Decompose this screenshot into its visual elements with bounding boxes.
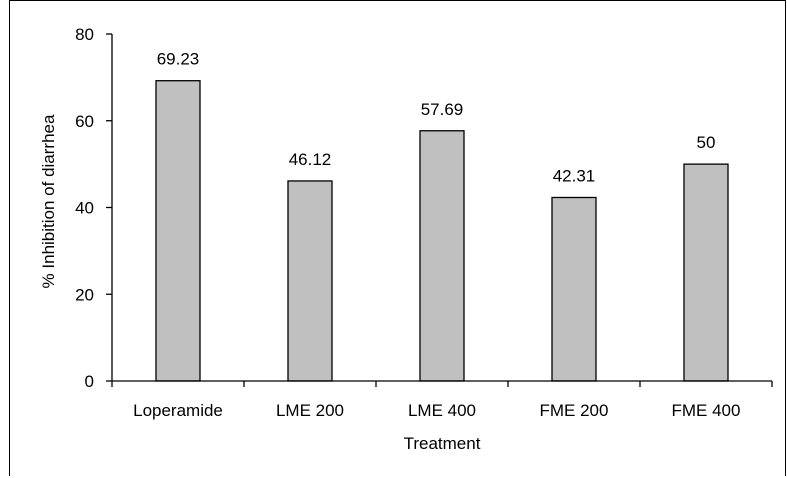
bar [419, 130, 465, 382]
bars [155, 80, 729, 382]
data-label: 46.12 [289, 150, 332, 169]
chart-frame [9, 0, 786, 476]
x-axis-title: Treatment [404, 434, 481, 453]
y-tick-label: 40 [75, 199, 94, 218]
y-axis-ticks: 0 20 40 60 80 [75, 25, 112, 391]
bar [155, 80, 201, 382]
x-tick-label: FME 200 [540, 401, 609, 420]
bar [683, 163, 729, 382]
x-tick-label: Loperamide [133, 401, 223, 420]
x-tick-label: LME 400 [408, 401, 476, 420]
y-tick-label: 20 [75, 285, 94, 304]
y-tick-label: 60 [75, 112, 94, 131]
data-label: 69.23 [157, 50, 200, 69]
x-tick-label: FME 400 [672, 401, 741, 420]
y-tick-label: 0 [85, 372, 94, 391]
y-tick-label: 80 [75, 25, 94, 44]
x-tick-label: LME 200 [276, 401, 344, 420]
data-label: 57.69 [421, 100, 464, 119]
bar [287, 180, 333, 382]
data-labels: 69.23 46.12 57.69 42.31 50 [157, 50, 716, 186]
data-label: 42.31 [553, 166, 596, 185]
data-label: 50 [697, 133, 716, 152]
y-axis-title: % Inhibition of diarrhea [39, 114, 58, 288]
x-axis-ticks: Loperamide LME 200 LME 400 FME 200 FME 400 [111, 381, 773, 420]
bar [551, 196, 597, 382]
